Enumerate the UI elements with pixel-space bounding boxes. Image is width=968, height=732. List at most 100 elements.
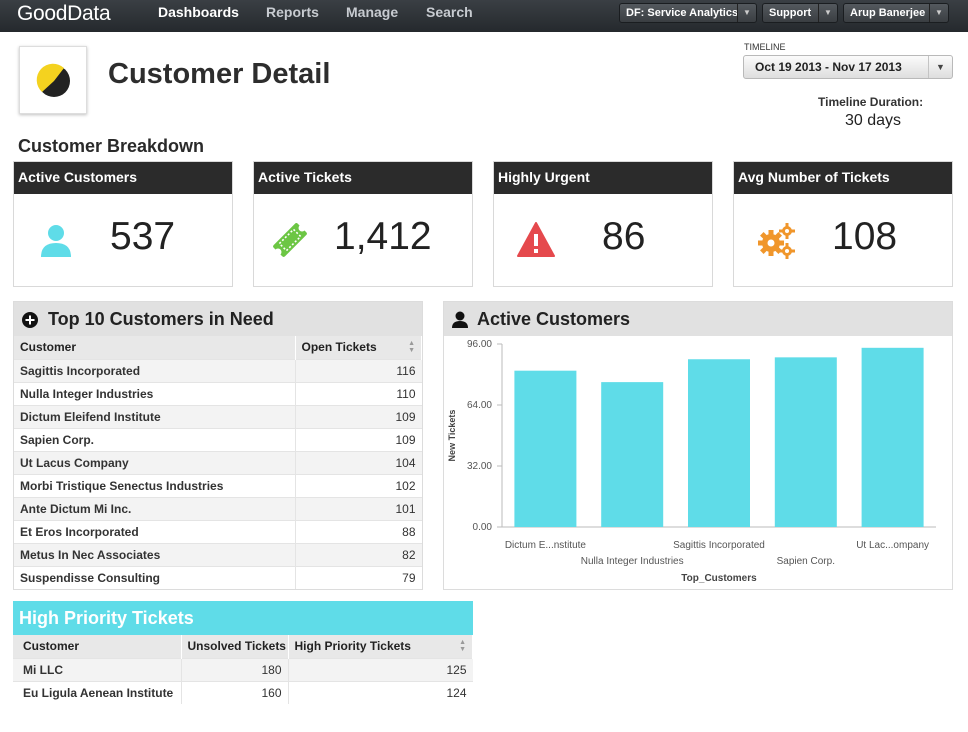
kpi-value: 108 xyxy=(832,215,898,258)
customer-name-cell: Sagittis Incorporated xyxy=(14,358,295,382)
column-header-unsolved-tickets[interactable]: Unsolved Tickets xyxy=(181,635,289,658)
gooddata-logo[interactable]: GoodData xyxy=(17,2,111,25)
chevron-down-icon: ▼ xyxy=(928,56,952,78)
open-tickets-cell: 109 xyxy=(294,404,422,428)
open-tickets-cell: 88 xyxy=(294,519,422,543)
customer-name-cell: Metus In Nec Associates xyxy=(14,542,295,566)
chevron-down-icon: ▼ xyxy=(737,4,756,22)
y-tick-label: 32.00 xyxy=(467,461,492,472)
column-header-open-tickets[interactable]: Open Tickets ▲ ▼ xyxy=(295,336,422,359)
nav-manage[interactable]: Manage xyxy=(346,4,399,20)
table-row[interactable]: Ante Dictum Mi Inc. 101 xyxy=(14,496,422,520)
user-dropdown-label: Arup Banerjee xyxy=(850,7,926,19)
column-header-high-priority-tickets[interactable]: High Priority Tickets ▲ ▼ xyxy=(288,635,473,658)
x-axis-label: Top_Customers xyxy=(681,573,757,584)
x-tick-label: Ut Lac...ompany xyxy=(856,540,929,551)
customer-name-cell: Dictum Eleifend Institute xyxy=(14,404,295,428)
open-tickets-cell: 102 xyxy=(294,473,422,497)
page-title: Customer Detail xyxy=(108,58,331,90)
chart-bar xyxy=(601,382,664,527)
table-row[interactable]: Nulla Integer Industries 110 xyxy=(14,381,422,405)
top-customers-title: Top 10 Customers in Need xyxy=(48,309,274,329)
kpi-label: Highly Urgent xyxy=(494,162,712,194)
customer-name-cell: Suspendisse Consulting xyxy=(14,565,295,589)
kpi-label: Active Customers xyxy=(14,162,232,194)
user-icon xyxy=(41,225,71,257)
active-customers-bar-chart: 0.00 32.00 64.00 96.00 Dictum E...nstitute Nu… xyxy=(447,339,936,584)
nav-search[interactable]: Search xyxy=(426,4,473,20)
sort-icon[interactable]: ▲ ▼ xyxy=(408,340,415,354)
unsolved-tickets-cell: 160 xyxy=(180,680,288,704)
nav-reports[interactable]: Reports xyxy=(266,4,319,20)
panel-header: Active Customers xyxy=(444,302,952,336)
kpi-value: 537 xyxy=(110,215,176,258)
timeline-label: TIMELINE xyxy=(744,42,786,52)
open-tickets-cell: 82 xyxy=(294,542,422,566)
table-row[interactable]: Sapien Corp. 109 xyxy=(14,427,422,451)
x-tick-label: Sapien Corp. xyxy=(777,556,835,567)
table-row[interactable]: Eu Ligula Aenean Institute 160 124 xyxy=(13,680,473,704)
high-priority-tickets-cell: 125 xyxy=(287,657,473,681)
customer-name-cell: Eu Ligula Aenean Institute xyxy=(13,680,181,704)
kpi-value: 1,412 xyxy=(334,215,432,258)
x-tick-label: Dictum E...nstitute xyxy=(505,540,587,551)
support-dropdown[interactable]: Support ▼ xyxy=(762,3,838,23)
column-header-label: Open Tickets xyxy=(301,340,377,355)
timeline-duration-label: Timeline Duration: xyxy=(818,95,924,109)
kpi-highly-urgent: Highly Urgent 86 xyxy=(493,161,713,287)
ticket-icon xyxy=(273,223,307,257)
kpi-label: Avg Number of Tickets xyxy=(734,162,952,194)
customer-name-cell: Ante Dictum Mi Inc. xyxy=(14,496,295,520)
warning-icon xyxy=(517,222,555,257)
kpi-active-customers: Active Customers 537 xyxy=(13,161,233,287)
table-row[interactable]: Et Eros Incorporated 88 xyxy=(14,519,422,543)
dashboard-logo xyxy=(19,46,87,114)
kpi-value: 86 xyxy=(602,215,646,258)
open-tickets-cell: 110 xyxy=(294,381,422,405)
project-dropdown[interactable]: DF: Service Analytics ▼ xyxy=(619,3,757,23)
column-header-customer[interactable]: Customer xyxy=(13,635,182,658)
open-tickets-cell: 116 xyxy=(294,358,422,382)
customer-name-cell: Ut Lacus Company xyxy=(14,450,295,474)
customer-name-cell: Nulla Integer Industries xyxy=(14,381,295,405)
chart-bar xyxy=(514,370,577,527)
customer-name-cell: Sapien Corp. xyxy=(14,427,295,451)
y-tick-label: 0.00 xyxy=(473,522,493,533)
table-row[interactable]: Ut Lacus Company 104 xyxy=(14,450,422,474)
chart-bar xyxy=(861,347,924,527)
user-icon xyxy=(452,311,468,328)
timeline-duration-value: 30 days xyxy=(845,112,902,129)
sort-icon[interactable]: ▲ ▼ xyxy=(459,639,466,653)
table-row[interactable]: Morbi Tristique Senectus Industries 102 xyxy=(14,473,422,497)
table-row[interactable]: Sagittis Incorporated 116 xyxy=(14,358,422,382)
high-priority-title: High Priority Tickets xyxy=(13,601,473,635)
active-customers-chart-panel: Active Customers 0.00 32.00 64.00 96.00 Dict… xyxy=(443,301,953,590)
y-tick-label: 64.00 xyxy=(467,400,492,411)
user-dropdown[interactable]: Arup Banerjee ▼ xyxy=(843,3,949,23)
open-tickets-cell: 109 xyxy=(294,427,422,451)
active-customers-chart-title: Active Customers xyxy=(477,309,631,329)
open-tickets-cell: 104 xyxy=(294,450,422,474)
panel-header: Top 10 Customers in Need xyxy=(14,302,422,336)
customer-name-cell: Et Eros Incorporated xyxy=(14,519,295,543)
project-dropdown-label: DF: Service Analytics xyxy=(626,7,739,19)
chart-bar xyxy=(774,357,837,527)
open-tickets-cell: 79 xyxy=(294,565,422,589)
table-row[interactable]: Mi LLC 180 125 xyxy=(13,657,473,681)
table-row[interactable]: Dictum Eleifend Institute 109 xyxy=(14,404,422,428)
customer-breakdown-title: Customer Breakdown xyxy=(18,136,205,156)
high-priority-tickets-cell: 124 xyxy=(287,680,473,704)
customer-name-cell: Mi LLC xyxy=(13,657,181,681)
open-tickets-cell: 101 xyxy=(294,496,422,520)
nav-dashboards[interactable]: Dashboards xyxy=(158,4,239,20)
chart-bar xyxy=(688,359,750,527)
x-tick-label: Nulla Integer Industries xyxy=(581,556,684,567)
table-row[interactable]: Suspendisse Consulting 79 xyxy=(14,565,422,589)
column-header-customer[interactable]: Customer xyxy=(14,336,296,359)
unsolved-tickets-cell: 180 xyxy=(180,657,288,681)
y-axis-label: New Tickets xyxy=(447,410,457,462)
customer-name-cell: Morbi Tristique Senectus Industries xyxy=(14,473,295,497)
kpi-active-tickets: Active Tickets 1,412 xyxy=(253,161,473,287)
timeline-select[interactable]: Oct 19 2013 - Nov 17 2013 ▼ xyxy=(743,55,953,79)
table-row[interactable]: Metus In Nec Associates 82 xyxy=(14,542,422,566)
